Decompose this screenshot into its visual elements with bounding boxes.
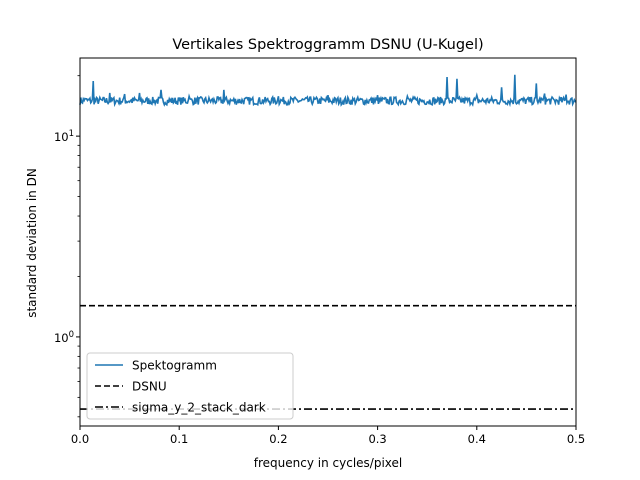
x-tick-label: 0.2	[269, 432, 287, 446]
y-tick-base: 10	[54, 130, 69, 144]
legend: Spektogramm DSNU sigma_y_2_stack_dark	[86, 352, 294, 420]
x-tick-label: 0.0	[71, 432, 89, 446]
x-axis-label: frequency in cycles/pixel	[254, 456, 402, 470]
y-tick-exponent: 0	[69, 330, 74, 340]
y-axis-label: standard deviation in DN	[25, 168, 39, 318]
x-tick-label: 0.4	[468, 432, 486, 446]
y-tick-base: 10	[54, 331, 69, 345]
legend-label-2: sigma_y_2_stack_dark	[132, 401, 266, 415]
legend-box	[86, 352, 294, 420]
y-tick-exponent: 1	[69, 129, 74, 139]
y-tick-label: 101	[54, 129, 74, 144]
axes-frame	[79, 57, 577, 427]
x-tick-label: 0.5	[567, 432, 585, 446]
chart-title: Vertikales Spektroggramm DSNU (U-Kugel)	[172, 37, 483, 53]
y-tick-label: 100	[54, 330, 74, 345]
legend-label-0: Spektogramm	[132, 359, 217, 373]
legend-label-1: DSNU	[132, 380, 167, 394]
series-line-0	[79, 74, 577, 108]
x-tick-label: 0.3	[368, 432, 386, 446]
x-tick-label: 0.1	[170, 432, 188, 446]
